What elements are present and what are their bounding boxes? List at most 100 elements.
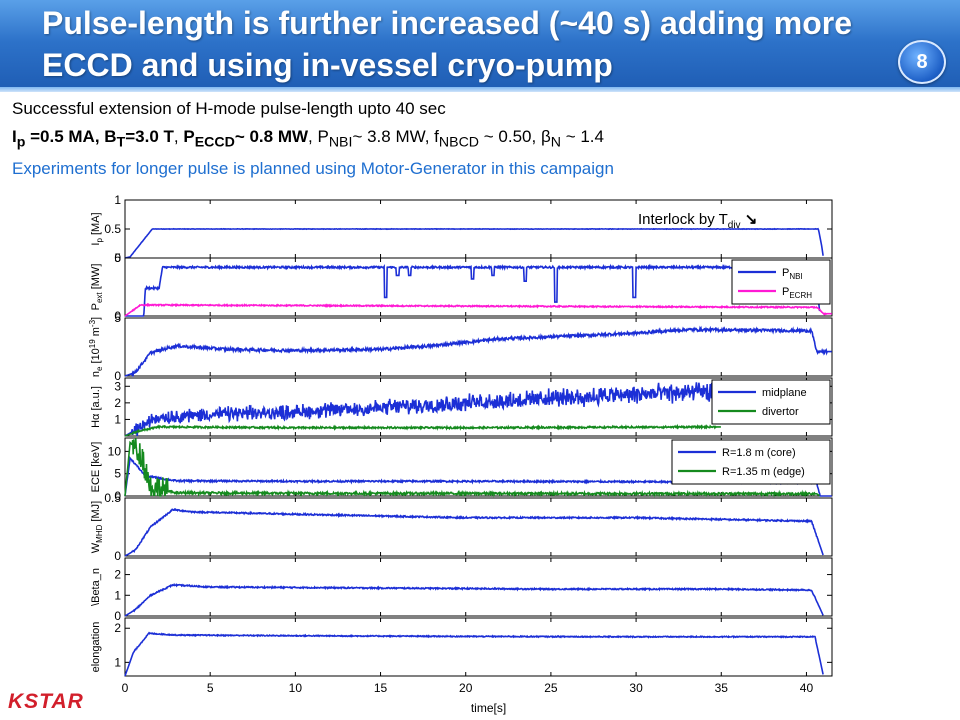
y-tick-label: 0: [114, 489, 121, 503]
y-tick-label: 5: [114, 467, 121, 481]
y-axis-label: Pext [MW]: [90, 264, 104, 311]
legend-label: PNBI: [782, 267, 803, 281]
separator: ,: [173, 127, 184, 146]
bt-sub: T: [116, 134, 126, 151]
y-axis-label: Ip [MA]: [90, 212, 104, 245]
x-tick-label: 35: [715, 681, 729, 695]
x-tick-label: 30: [629, 681, 643, 695]
legend: R=1.8 m (core) R=1.35 m (edge): [671, 439, 831, 485]
y-tick-label: 0: [114, 549, 121, 563]
pnbi-symbol: P: [317, 127, 329, 146]
plan-line: Experiments for longer pulse is planned …: [12, 159, 614, 178]
y-tick-label: 10: [108, 444, 122, 458]
pnbi-sub: NBI: [328, 134, 353, 151]
bt-symbol: B: [104, 127, 117, 146]
y-axis-label: ECE [keV]: [90, 442, 102, 493]
y-tick-label: 0.5: [104, 491, 121, 505]
legend: midplane divertor: [711, 379, 831, 425]
slide-title: Pulse-length is further increased (~40 s…: [42, 5, 852, 83]
fnbcd-symbol: f: [434, 127, 439, 146]
y-tick-label: 0: [114, 309, 121, 323]
x-axis-label: time[s]: [471, 701, 506, 715]
x-tick-label: 20: [459, 681, 473, 695]
y-tick-label: 2: [114, 396, 121, 410]
peccd-sub: ECCD: [194, 134, 235, 151]
x-tick-label: 0: [122, 681, 129, 695]
y-axis-label: elongation: [90, 622, 102, 673]
betan-sub: N: [550, 134, 561, 151]
y-tick-label: 0: [114, 369, 121, 383]
betan-symbol: β: [540, 127, 551, 146]
x-tick-label: 15: [374, 681, 388, 695]
y-tick-label: 0: [114, 251, 121, 265]
panel-1: 0 0.5 1 Ip [MA]: [90, 193, 833, 265]
y-tick-label: 3: [114, 379, 121, 393]
y-tick-label: 5: [114, 251, 121, 265]
legend: PNBI PECRH: [731, 259, 831, 305]
peccd-symbol: P: [183, 127, 195, 146]
y-tick-label: 1: [114, 193, 121, 207]
bt-value: =3.0 T: [125, 127, 174, 146]
x-tick-label: 25: [544, 681, 558, 695]
y-tick-label: 5: [114, 311, 121, 325]
y-axis-label: Hα [a.u.]: [90, 386, 102, 428]
legend-label: R=1.35 m (edge): [722, 466, 805, 478]
y-tick-label: 2: [114, 568, 121, 582]
panel-4: 1 2 3 Hα [a.u.] midplane divertor: [90, 377, 833, 437]
legend-box: [671, 439, 831, 485]
legend-label: divertor: [762, 406, 799, 418]
betan-value: ~ 1.4: [560, 127, 604, 146]
series-line-trace: [124, 227, 824, 259]
legend-label: PECRH: [782, 286, 812, 300]
x-tick-label: 40: [800, 681, 814, 695]
ip-value: =0.5 MA,: [25, 127, 105, 146]
y-axis-label: WMHD [MJ]: [90, 501, 104, 553]
parameter-line: Ip =0.5 MA, BT=3.0 T, PECCD~ 0.8 MW, PNB…: [12, 126, 604, 153]
page-number-badge: 8: [898, 40, 946, 84]
x-tick-label: 5: [207, 681, 214, 695]
series-line-p: [125, 263, 821, 317]
panel-7: 0 1 2 \Beta_n: [90, 557, 833, 623]
panel-frame: [124, 617, 833, 677]
panel-frame: [124, 317, 833, 377]
legend-label: R=1.8 m (core): [722, 447, 796, 459]
fnbcd-sub: NBCD: [438, 134, 480, 151]
legend-box: [731, 259, 831, 305]
peccd-value: ~ 0.8 MW: [234, 127, 309, 146]
series-line-p: [124, 302, 832, 317]
pnbi-value: ~ 3.8 MW,: [352, 127, 435, 146]
y-tick-label: 1: [114, 412, 121, 426]
y-tick-label: 0.5: [104, 222, 121, 236]
ip-sub: p: [16, 134, 26, 151]
y-tick-label: 0: [114, 609, 121, 623]
panel-5: 0 5 10 ECE [keV] R=1.8 m (core) R=1.35 m (edg…: [90, 437, 833, 503]
separator: ,: [308, 127, 318, 146]
series-line-trace: [124, 507, 824, 557]
series-line-trace: [124, 582, 824, 617]
y-tick-label: 1: [114, 655, 121, 669]
series-line-trace: [124, 631, 824, 677]
panel-8: 1 2 elongation: [90, 617, 833, 677]
kstar-logo: KSTAR: [8, 690, 84, 713]
legend-box: [711, 379, 831, 425]
y-axis-label: \Beta_n: [90, 568, 102, 606]
series-line-midplane: [124, 381, 721, 437]
fnbcd-value: ~ 0.50,: [479, 127, 541, 146]
panel-frame: [124, 497, 833, 557]
ip-symbol: I: [12, 127, 17, 146]
series-line-divertor: [124, 423, 721, 437]
y-tick-label: 2: [114, 621, 121, 635]
series-line-r-1-35-m-edge-: [124, 437, 821, 498]
legend-label: midplane: [762, 387, 807, 399]
y-axis-label: ne [1019 m-3]: [88, 317, 104, 377]
summary-line: Successful extension of H-mode pulse-len…: [12, 99, 446, 118]
y-tick-label: 1: [114, 588, 121, 602]
title-bar: Pulse-length is further increased (~40 s…: [0, 0, 960, 92]
series-line-trace: [124, 325, 832, 378]
x-tick-label: 10: [289, 681, 303, 695]
interlock-annotation: Interlock by Tdiv ↘: [638, 211, 757, 231]
